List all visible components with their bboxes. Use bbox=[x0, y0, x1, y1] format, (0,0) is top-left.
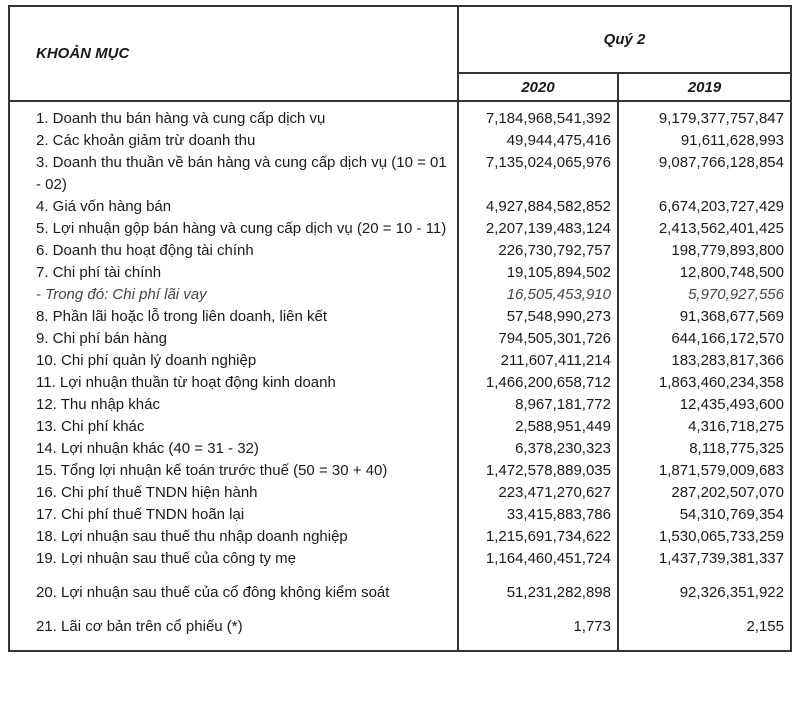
row-value: 91,611,628,993 bbox=[617, 130, 792, 152]
row-value: 54,310,769,354 bbox=[617, 504, 792, 526]
table-row: 3. Doanh thu thuần về bán hàng và cung c… bbox=[8, 152, 792, 196]
row-label: 3. Doanh thu thuần về bán hàng và cung c… bbox=[8, 152, 459, 196]
header-title: KHOẢN MỤC bbox=[8, 5, 459, 102]
row-value: 19,105,894,502 bbox=[457, 262, 619, 284]
row-label: - Trong đó: Chi phí lãi vay bbox=[8, 284, 459, 306]
row-value: 92,326,351,922 bbox=[617, 570, 792, 604]
row-label: 15. Tổng lợi nhuận kế toán trước thuế (5… bbox=[8, 460, 459, 482]
year: 2020 bbox=[457, 72, 619, 102]
row-value: 226,730,792,757 bbox=[457, 240, 619, 262]
row-value: 1,466,200,658,712 bbox=[457, 372, 619, 394]
row-value: 1,863,460,234,358 bbox=[617, 372, 792, 394]
table-row: 8. Phần lãi hoặc lỗ trong liên doanh, li… bbox=[8, 306, 792, 328]
row-value: 8,967,181,772 bbox=[457, 394, 619, 416]
table-row: 16. Chi phí thuế TNDN hiện hành 223,471,2… bbox=[8, 482, 792, 504]
row-value: 211,607,411,214 bbox=[457, 350, 619, 372]
row-label: 16. Chi phí thuế TNDN hiện hành bbox=[8, 482, 459, 504]
row-value: 1,773 bbox=[457, 604, 619, 652]
row-value: 1,871,579,009,683 bbox=[617, 460, 792, 482]
table-row: 17. Chi phí thuế TNDN hoãn lại 33,415,883… bbox=[8, 504, 792, 526]
table-row: - Trong đó: Chi phí lãi vay 16,505,453,91… bbox=[8, 284, 792, 306]
row-label: 19. Lợi nhuận sau thuế của công ty mẹ bbox=[8, 548, 459, 570]
row-value: 2,155 bbox=[617, 604, 792, 652]
period: Quý 2 bbox=[457, 5, 792, 74]
row-value: 183,283,817,366 bbox=[617, 350, 792, 372]
row-label: 9. Chi phí bán hàng bbox=[8, 328, 459, 350]
table-row: 7. Chi phí tài chính 19,105,894,502 12,800… bbox=[8, 262, 792, 284]
table-row: 14. Lợi nhuận khác (40 = 31 - 32) 6,378,2… bbox=[8, 438, 792, 460]
table-row: 4. Giá vốn hàng bán 4,927,884,582,852 6,67… bbox=[8, 196, 792, 218]
row-value: 7,135,024,065,976 bbox=[457, 152, 619, 196]
row-value: 6,674,203,727,429 bbox=[617, 196, 792, 218]
row-label: 4. Giá vốn hàng bán bbox=[8, 196, 459, 218]
table-row: 12. Thu nhập khác 8,967,181,772 12,435,493… bbox=[8, 394, 792, 416]
row-value: 91,368,677,569 bbox=[617, 306, 792, 328]
row-value: 57,548,990,273 bbox=[457, 306, 619, 328]
table-row: 15. Tổng lợi nhuận kế toán trước thuế (5… bbox=[8, 460, 792, 482]
row-label: 20. Lợi nhuận sau thuế của cổ đông không… bbox=[8, 570, 459, 604]
row-value: 1,215,691,734,622 bbox=[457, 526, 619, 548]
row-value: 5,970,927,556 bbox=[617, 284, 792, 306]
row-label: 6. Doanh thu hoạt động tài chính bbox=[8, 240, 459, 262]
row-value: 9,179,377,757,847 bbox=[617, 101, 792, 130]
table-row: 5. Lợi nhuận gộp bán hàng và cung cấp dị… bbox=[8, 218, 792, 240]
row-label: 21. Lãi cơ bản trên cổ phiếu (*) bbox=[8, 604, 459, 652]
row-value: 2,413,562,401,425 bbox=[617, 218, 792, 240]
table-row: 20. Lợi nhuận sau thuế của cổ đông không… bbox=[8, 570, 792, 604]
table-row: 18. Lợi nhuận sau thuế thu nhập doanh ng… bbox=[8, 526, 792, 548]
row-label: 13. Chi phí khác bbox=[8, 416, 459, 438]
row-label: 7. Chi phí tài chính bbox=[8, 262, 459, 284]
table-row: 9. Chi phí bán hàng 794,505,301,726 644,16… bbox=[8, 328, 792, 350]
row-label: 12. Thu nhập khác bbox=[8, 394, 459, 416]
row-value: 33,415,883,786 bbox=[457, 504, 619, 526]
row-value: 6,378,230,323 bbox=[457, 438, 619, 460]
row-label: 14. Lợi nhuận khác (40 = 31 - 32) bbox=[8, 438, 459, 460]
row-label: 1. Doanh thu bán hàng và cung cấp dịch v… bbox=[8, 101, 459, 130]
row-value: 49,944,475,416 bbox=[457, 130, 619, 152]
row-label: 18. Lợi nhuận sau thuế thu nhập doanh ng… bbox=[8, 526, 459, 548]
table-row: 2. Các khoản giảm trừ doanh thu 49,944,47… bbox=[8, 130, 792, 152]
row-value: 12,435,493,600 bbox=[617, 394, 792, 416]
row-value: 287,202,507,070 bbox=[617, 482, 792, 504]
row-value: 12,800,748,500 bbox=[617, 262, 792, 284]
table-row: 6. Doanh thu hoạt động tài chính 226,730,… bbox=[8, 240, 792, 262]
year: 2019 bbox=[617, 72, 792, 102]
row-label: 17. Chi phí thuế TNDN hoãn lại bbox=[8, 504, 459, 526]
row-value: 794,505,301,726 bbox=[457, 328, 619, 350]
table-row: 1. Doanh thu bán hàng và cung cấp dịch v… bbox=[8, 101, 792, 130]
row-label: 5. Lợi nhuận gộp bán hàng và cung cấp dị… bbox=[8, 218, 459, 240]
row-value: 16,505,453,910 bbox=[457, 284, 619, 306]
table-row: 11. Lợi nhuận thuần từ hoạt động kinh do… bbox=[8, 372, 792, 394]
row-value: 9,087,766,128,854 bbox=[617, 152, 792, 196]
row-label: 2. Các khoản giảm trừ doanh thu bbox=[8, 130, 459, 152]
row-value: 4,316,718,275 bbox=[617, 416, 792, 438]
row-label: 10. Chi phí quản lý doanh nghiệp bbox=[8, 350, 459, 372]
row-value: 1,530,065,733,259 bbox=[617, 526, 792, 548]
table-row: 10. Chi phí quản lý doanh nghiệp 211,607,… bbox=[8, 350, 792, 372]
table-row: 13. Chi phí khác 2,588,951,449 4,316,718,2… bbox=[8, 416, 792, 438]
row-value: 198,779,893,800 bbox=[617, 240, 792, 262]
row-value: 7,184,968,541,392 bbox=[457, 101, 619, 130]
row-value: 644,166,172,570 bbox=[617, 328, 792, 350]
table-row: 19. Lợi nhuận sau thuế của công ty mẹ 1,1… bbox=[8, 548, 792, 570]
row-value: 1,437,739,381,337 bbox=[617, 548, 792, 570]
row-value: 223,471,270,627 bbox=[457, 482, 619, 504]
row-value: 51,231,282,898 bbox=[457, 570, 619, 604]
row-value: 8,118,775,325 bbox=[617, 438, 792, 460]
income-table: KHOẢN MỤC Quý 2 2020 2019 1. Doanh thu b… bbox=[8, 5, 792, 652]
row-value: 1,164,460,451,724 bbox=[457, 548, 619, 570]
row-value: 2,588,951,449 bbox=[457, 416, 619, 438]
row-value: 2,207,139,483,124 bbox=[457, 218, 619, 240]
row-label: 11. Lợi nhuận thuần từ hoạt động kinh do… bbox=[8, 372, 459, 394]
table-body: 1. Doanh thu bán hàng và cung cấp dịch v… bbox=[8, 101, 792, 652]
row-value: 4,927,884,582,852 bbox=[457, 196, 619, 218]
row-value: 1,472,578,889,035 bbox=[457, 460, 619, 482]
table-row: 21. Lãi cơ bản trên cổ phiếu (*) 1,773 2,1… bbox=[8, 604, 792, 652]
row-label: 8. Phần lãi hoặc lỗ trong liên doanh, li… bbox=[8, 306, 459, 328]
